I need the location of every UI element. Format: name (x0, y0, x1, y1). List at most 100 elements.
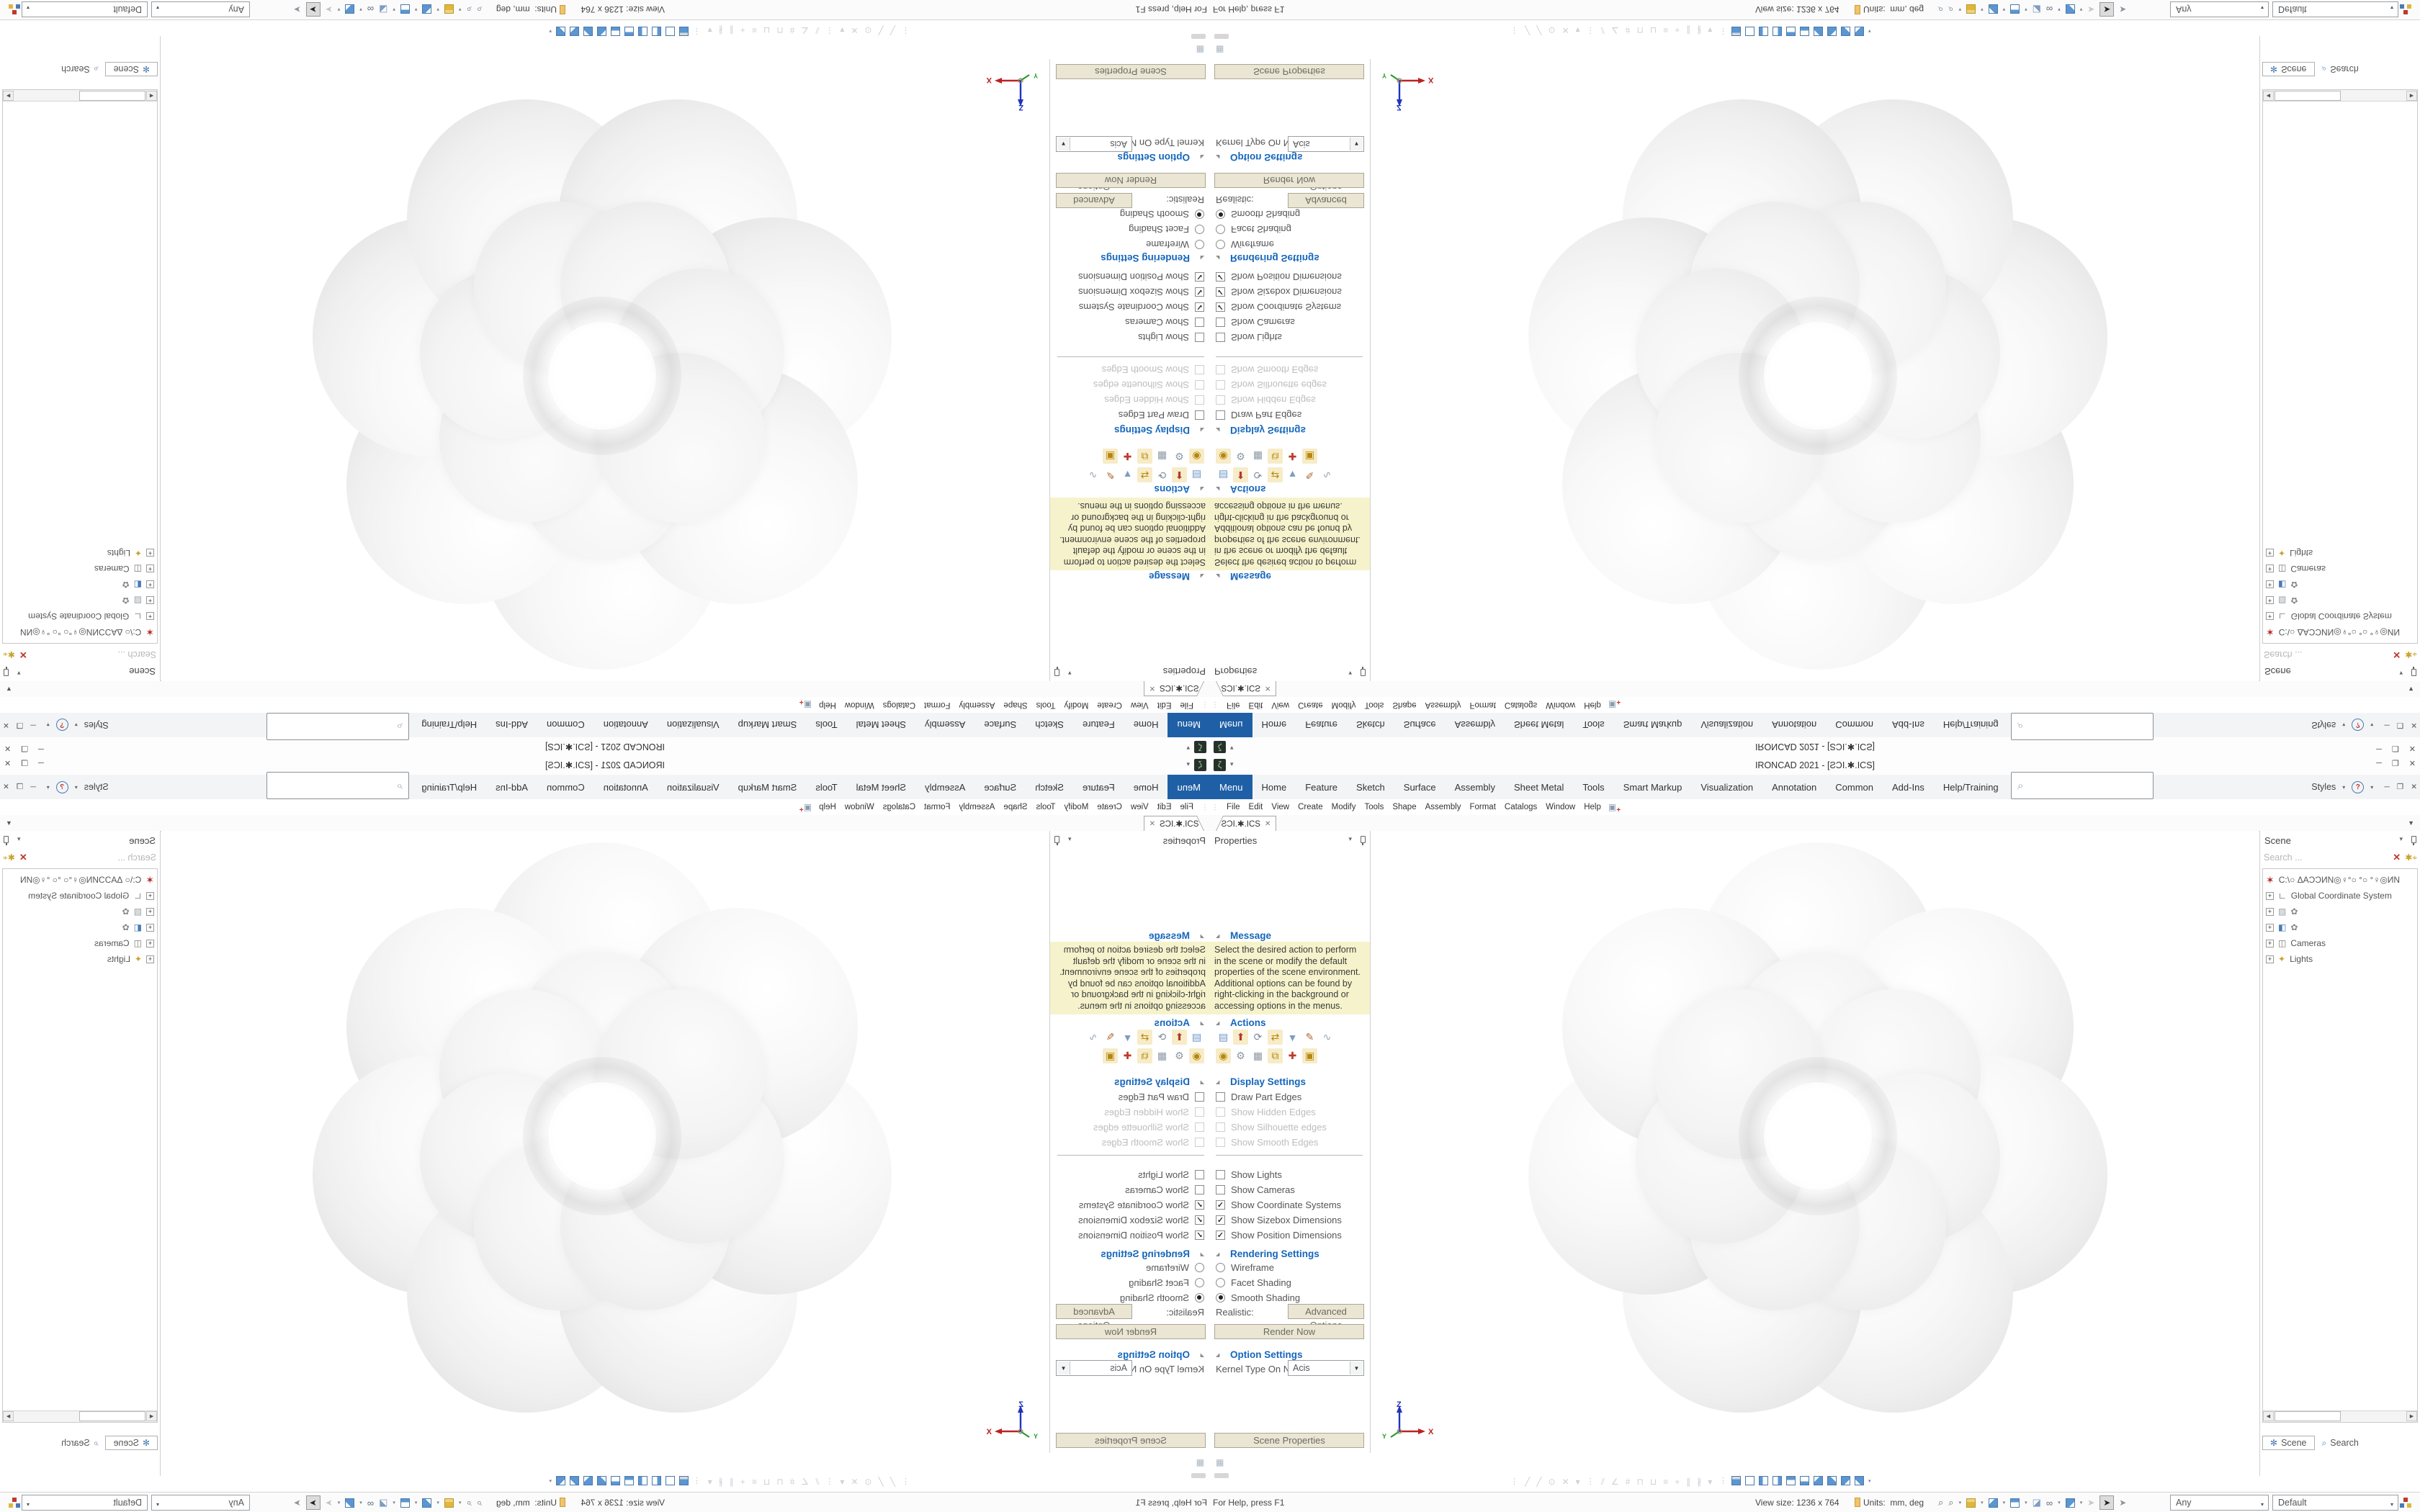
menu-tools[interactable]: Tools (1364, 803, 1384, 811)
chevron-down-icon[interactable]: ▾ (1981, 1500, 1984, 1506)
styles-dropdown[interactable]: Styles (2311, 782, 2336, 792)
tab-annotation[interactable]: Annotation (1772, 781, 1817, 793)
scroll-right-icon[interactable]: ▶ (2406, 1411, 2417, 1421)
tab-assembly[interactable]: Assembly (1454, 781, 1495, 793)
expand-icon[interactable]: + (2266, 955, 2274, 963)
target-shape-icon[interactable] (2065, 1498, 2075, 1508)
add-shape-icon[interactable] (2010, 1498, 2020, 1508)
radio-wireframe[interactable]: Wireframe (1216, 1261, 1274, 1274)
checkbox-show-cameras[interactable]: Show Cameras (1216, 1183, 1295, 1196)
tab-help-training[interactable]: Help/Training (1942, 781, 1999, 793)
scene-viewport[interactable]: Z X Y (1371, 831, 2259, 1476)
tab-visualization[interactable]: Visualization (1700, 781, 1754, 793)
view-cube-front-button[interactable] (1731, 1476, 1741, 1485)
restore-button[interactable]: ❐ (2391, 760, 2399, 768)
zoom-window-icon[interactable]: ⌕ (1948, 1497, 1954, 1508)
menu-assembly[interactable]: Assembly (1425, 803, 1461, 811)
menu-view[interactable]: View (1271, 803, 1290, 811)
clear-search-icon[interactable]: ✕ (2393, 852, 2401, 863)
tab-common[interactable]: Common (1835, 781, 1874, 793)
radio-smooth-shading[interactable]: Smooth Shading (1216, 1291, 1300, 1304)
tab-surface[interactable]: Surface (1403, 781, 1436, 793)
tab-add-ins[interactable]: Add-Ins (1892, 781, 1924, 793)
view-cube-right-button[interactable] (1773, 1476, 1782, 1485)
scene-search-input[interactable]: Search ... ✕ ✱⌖ (2264, 851, 2417, 864)
view-cube-iso-button[interactable] (1814, 1476, 1823, 1485)
tab-sketch[interactable]: Sketch (1356, 781, 1385, 793)
render-now-button[interactable]: Render Now (1214, 1324, 1364, 1339)
tree-item-part[interactable]: + ◧ ✿ (2266, 920, 2298, 935)
checkbox-show-coordinate-systems[interactable]: ✓ Show Coordinate Systems (1216, 1199, 1342, 1210)
wedge-icon[interactable]: ◪ (2032, 1497, 2041, 1508)
filter-icon[interactable]: ▼ (1287, 1031, 1298, 1043)
minimize-button[interactable]: ─ (2376, 759, 2382, 768)
doc-minimize-button[interactable]: ─ (2384, 783, 2390, 791)
checkbox-show-position-dimensions[interactable]: ✓ Show Position Dimensions (1216, 1229, 1342, 1241)
view-cube-left-button[interactable] (1759, 1476, 1768, 1485)
catalog-box-icon[interactable]: ▣ (1302, 1048, 1317, 1063)
chevron-down-icon[interactable]: ▾ (2370, 783, 2374, 791)
tree-item-global-coordinate-system[interactable]: + ∟ Global Coordinate System (2266, 888, 2392, 903)
panel-menu-icon[interactable]: ▾ (2399, 835, 2403, 842)
configuration-select[interactable]: Default ▾ (2272, 1495, 2398, 1511)
help-icon[interactable]: ? (2352, 780, 2365, 793)
tab-sheet-metal[interactable]: Sheet Metal (1513, 781, 1564, 793)
glasses-icon[interactable]: ∞ (2045, 1497, 2053, 1508)
copy-shape-icon[interactable]: ⇄ (1268, 1030, 1283, 1045)
tree-item-lights[interactable]: + ✦ Lights (2266, 952, 2313, 966)
shading-mode-icon[interactable] (1988, 1498, 1998, 1508)
kernel-type-select[interactable]: Acis ▼ (1288, 1360, 1364, 1376)
select-box-icon[interactable]: ➤ (2119, 1498, 2127, 1508)
menu-edit[interactable]: Edit (1248, 803, 1263, 811)
view-cube-back-button[interactable] (1745, 1476, 1754, 1485)
expand-icon[interactable]: + (2266, 907, 2274, 916)
insert-shape-icon[interactable]: ⬆ (1233, 1030, 1248, 1045)
advanced-search-icon[interactable]: ✱⌖ (2405, 852, 2417, 863)
chevron-down-icon[interactable]: ▾ (2058, 1500, 2061, 1506)
menu-format[interactable]: Format (1469, 803, 1496, 811)
scene-properties-button[interactable]: Scene Properties (1214, 1433, 1364, 1448)
menu-window[interactable]: Window (1546, 803, 1576, 811)
curve-graph-icon[interactable]: ∿ (1322, 1031, 1332, 1043)
view-cube-bottom-button[interactable] (1800, 1476, 1809, 1485)
tab-close-icon[interactable]: ✕ (1264, 819, 1271, 828)
tab-tools[interactable]: Tools (1582, 781, 1605, 793)
view-cube-iso-button[interactable] (1827, 1476, 1837, 1485)
configurations-icon[interactable] (2403, 1498, 2408, 1502)
copy-boxes-icon[interactable]: ⧉ (1268, 1048, 1283, 1063)
close-button[interactable]: ✕ (2408, 760, 2416, 768)
checkbox-show-sizebox-dimensions[interactable]: ✓ Show Sizebox Dimensions (1216, 1214, 1342, 1225)
app-logo-icon[interactable]: ζ (1214, 759, 1226, 771)
radio-facet-shading[interactable]: Facet Shading (1216, 1276, 1291, 1289)
tab-menu[interactable]: Menu (1210, 775, 1252, 799)
tree-item-cameras[interactable]: + ◫ Cameras (2266, 936, 2326, 950)
keypad-icon[interactable]: ▦ (1216, 1457, 1224, 1467)
panel-menu-icon[interactable]: ▾ (1348, 835, 1352, 842)
scroll-left-icon[interactable]: ◀ (2263, 1411, 2274, 1421)
menu-modify[interactable]: Modify (1331, 803, 1356, 811)
pin-icon[interactable] (2411, 835, 2416, 845)
doc-restore-button[interactable]: ❐ (2396, 783, 2404, 791)
settings-gears-icon[interactable]: ⚙ (1236, 1050, 1245, 1061)
spin-shape-icon[interactable]: ⟳ (1253, 1031, 1263, 1043)
document-tab[interactable]: ƧƆI.✱.ICS ✕ (1216, 816, 1276, 831)
menu-create[interactable]: Create (1298, 803, 1323, 811)
expand-icon[interactable]: + (2266, 939, 2274, 948)
tab-scene[interactable]: ✻ Scene (2262, 1436, 2315, 1450)
menu-file[interactable]: File (1227, 803, 1240, 811)
new-scene-icon[interactable]: ▣ + (1608, 802, 1621, 814)
chevron-down-icon[interactable]: ▼ (1350, 1362, 1363, 1374)
tab-search[interactable]: ⌕ Search (2321, 1437, 2359, 1449)
chevron-down-icon[interactable]: ▾ (2002, 1500, 2006, 1506)
zoom-icon[interactable]: ⌕ (1938, 1497, 1944, 1508)
tree-item-scene-root[interactable]: ✶ C:\○ ΔAƆƆИN◎♀°○ °○ °♀◎ИN (2266, 873, 2401, 886)
tab-home[interactable]: Home (1261, 781, 1287, 793)
checkbox-show-lights[interactable]: Show Lights (1216, 1168, 1282, 1181)
render-mode-icon[interactable] (1966, 1498, 1976, 1508)
chevron-down-icon[interactable]: ▾ (2025, 1500, 2027, 1506)
view-cube-iso-button[interactable] (1841, 1476, 1850, 1485)
tab-smart-markup[interactable]: Smart Markup (1623, 781, 1682, 793)
scrollbar-thumb[interactable] (2275, 1411, 2341, 1421)
checkbox-draw-part-edges[interactable]: Draw Part Edges (1216, 1090, 1301, 1103)
expand-icon[interactable]: + (2266, 923, 2274, 932)
